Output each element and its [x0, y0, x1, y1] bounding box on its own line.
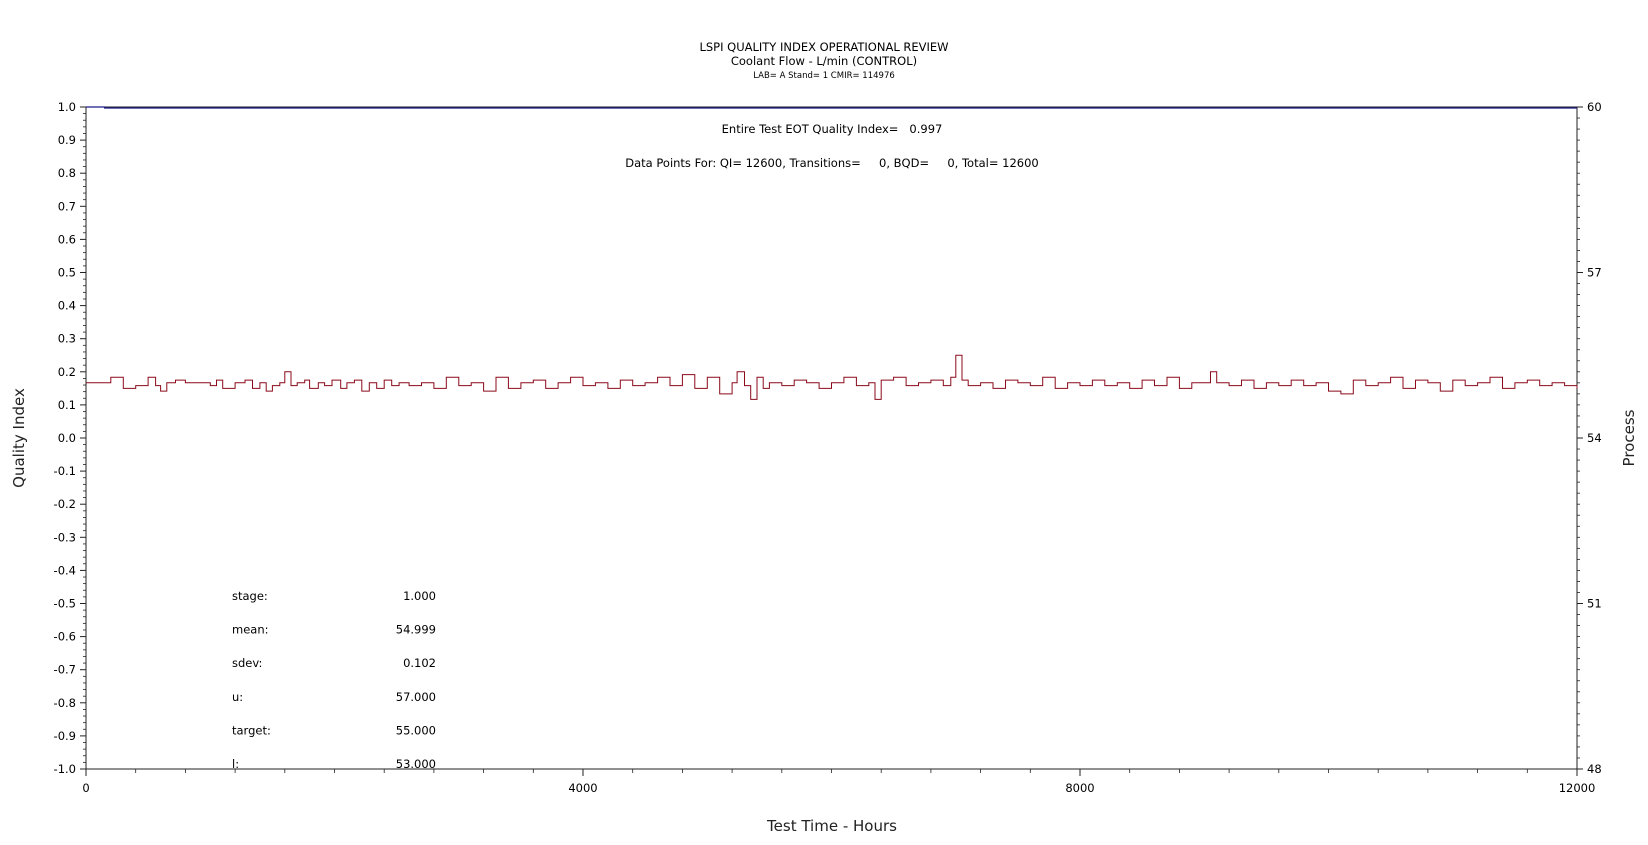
x-tick-label: 0	[82, 781, 89, 795]
stat-value: 0.102	[403, 656, 436, 670]
process-series	[86, 354, 1578, 400]
y-tick-label: -0.7	[54, 663, 76, 677]
y-tick-label: -0.8	[54, 696, 76, 710]
y-tick-label: 0.1	[58, 398, 76, 412]
y-tick-label: -0.5	[54, 597, 76, 611]
y2-axis-label: Process	[1620, 409, 1638, 466]
x-axis-label: Test Time - Hours	[766, 817, 897, 835]
chart-subtitle: Coolant Flow - L/min (CONTROL)	[731, 54, 917, 68]
y-tick-label: 0.5	[58, 266, 76, 280]
stat-value: 55.000	[396, 723, 436, 737]
tick-group: 1.0 0.9 0.8 0.7 0.6 0.5 0.4 0.3 0.2 0.1 0.0 -0.1 -0.…	[54, 100, 1602, 795]
x-tick-label: 8000	[1065, 781, 1094, 795]
x-tick-label: 12000	[1559, 781, 1596, 795]
stat-value: 57.000	[396, 690, 436, 704]
y-axis-label: Quality Index	[10, 388, 28, 488]
y2-tick-label: 48	[1587, 762, 1602, 776]
y-tick-label: 0.7	[58, 199, 76, 213]
stat-label: l:	[232, 757, 239, 771]
y-tick-label: 0.4	[58, 299, 76, 313]
x-tick-label: 4000	[568, 781, 597, 795]
y-tick-label: 1.0	[58, 100, 76, 114]
stat-label: stage:	[232, 589, 268, 603]
stat-value: 53.000	[396, 757, 436, 771]
chart-title: LSPI QUALITY INDEX OPERATIONAL REVIEW	[699, 40, 948, 54]
y-tick-label: 0.9	[58, 133, 76, 147]
y-tick-label: 0.2	[58, 365, 76, 379]
stat-label: target:	[232, 723, 271, 737]
y-tick-label: -0.4	[54, 563, 76, 577]
eot-quality-index-annotation: Entire Test EOT Quality Index= 0.997	[722, 122, 943, 136]
y-tick-label: -0.1	[54, 464, 76, 478]
y2-tick-label: 51	[1587, 597, 1602, 611]
y-tick-label: -0.6	[54, 630, 76, 644]
series-group	[86, 106, 1578, 400]
data-points-annotation: Data Points For: QI= 12600, Transitions=…	[625, 156, 1038, 170]
y-tick-label: -0.9	[54, 729, 76, 743]
stat-value: 54.999	[396, 623, 436, 637]
y-tick-label: 0.0	[58, 431, 76, 445]
y-tick-label: -0.3	[54, 530, 76, 544]
y-tick-label: 0.8	[58, 166, 76, 180]
y-tick-label: 0.6	[58, 232, 76, 246]
y-tick-label: -1.0	[54, 762, 76, 776]
chart-subtitle-lab: LAB= A Stand= 1 CMIR= 114976	[753, 71, 895, 81]
stat-label: u:	[232, 690, 243, 704]
y-tick-label: -0.2	[54, 497, 76, 511]
stat-label: sdev:	[232, 656, 262, 670]
stats-block: stage: 1.000 mean: 54.999 sdev: 0.102 u: 57.000…	[232, 589, 436, 771]
y-tick-label: 0.3	[58, 332, 76, 346]
stat-value: 1.000	[403, 589, 436, 603]
y2-tick-label: 60	[1587, 100, 1602, 114]
y2-tick-label: 54	[1587, 431, 1602, 445]
y2-tick-label: 57	[1587, 266, 1602, 280]
stat-label: mean:	[232, 623, 269, 637]
quality-index-series	[86, 106, 1577, 109]
